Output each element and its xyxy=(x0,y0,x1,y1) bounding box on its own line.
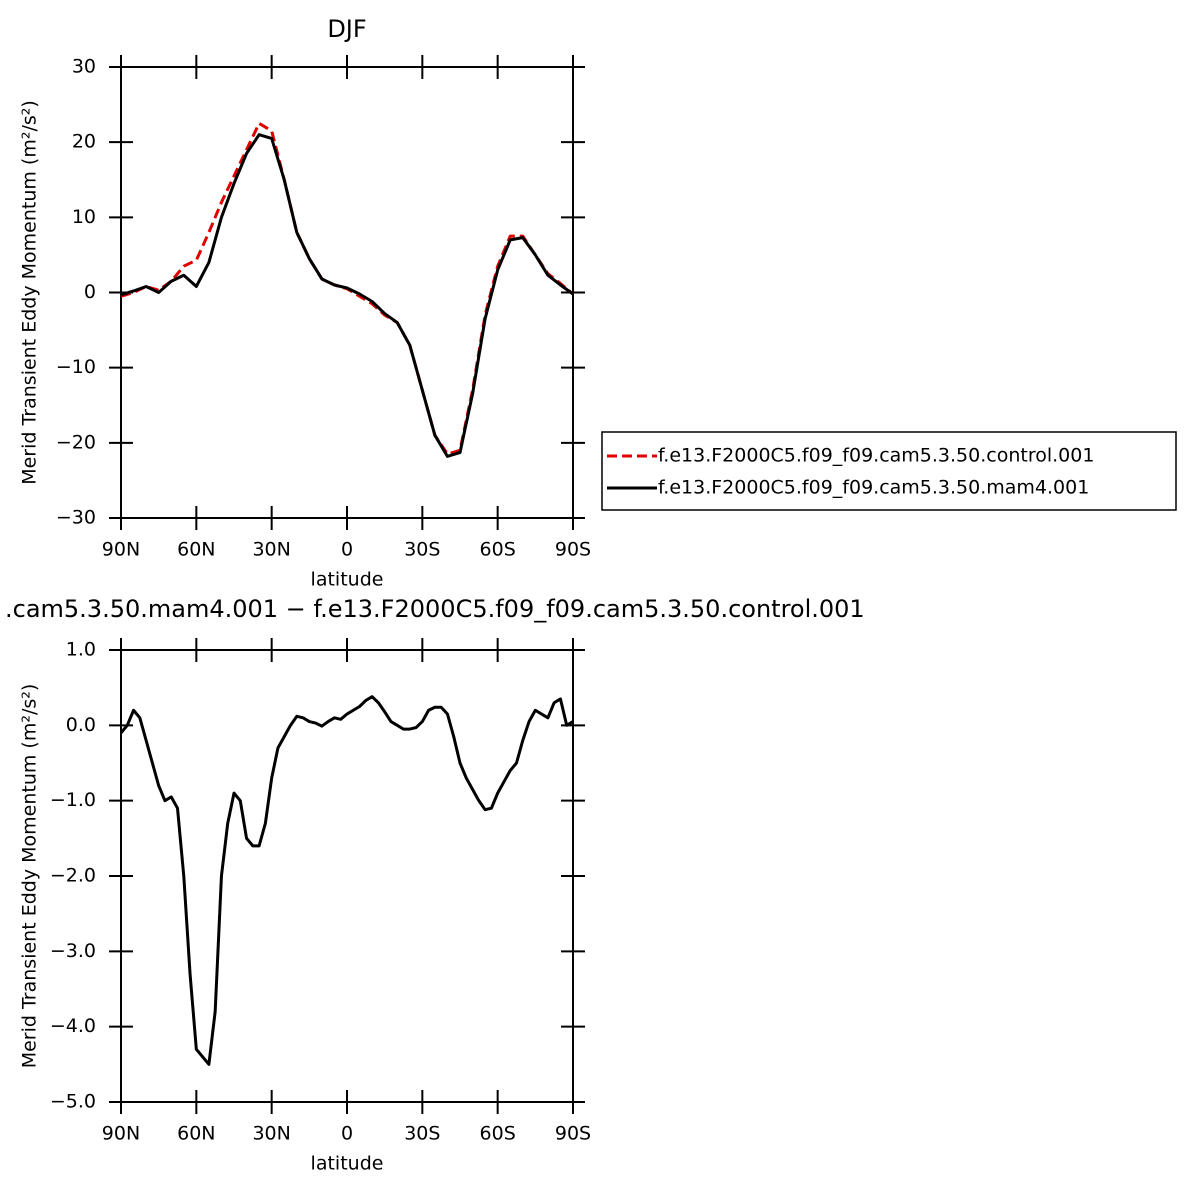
x-tick-label: 90N xyxy=(102,1123,140,1145)
y-tick-label: −10 xyxy=(56,356,96,378)
x-tick-label: 30S xyxy=(404,539,440,561)
y-tick-label: 20 xyxy=(72,131,96,153)
y-tick-label: −3.0 xyxy=(50,940,96,962)
x-tick-label: 90S xyxy=(555,1123,591,1145)
x-tick-label: 60N xyxy=(177,1123,215,1145)
x-tick-label: 0 xyxy=(341,539,353,561)
y-tick-label: −20 xyxy=(56,431,96,453)
x-tick-label: 60S xyxy=(480,539,516,561)
legend-box xyxy=(601,431,1177,511)
x-tick-label: 60S xyxy=(480,1123,516,1145)
x-axis-label: latitude xyxy=(311,1153,384,1175)
y-tick-label: 10 xyxy=(72,206,96,228)
chart-title: .cam5.3.50.mam4.001 − f.e13.F2000C5.f09_… xyxy=(5,595,865,623)
y-tick-label: −1.0 xyxy=(50,789,96,811)
y-tick-label: −5.0 xyxy=(50,1091,96,1113)
y-tick-label: −2.0 xyxy=(50,865,96,887)
y-tick-label: −30 xyxy=(56,507,96,529)
y-axis-label: Merid Transient Eddy Momentum (m²/s²) xyxy=(19,684,41,1069)
y-tick-label: 1.0 xyxy=(66,639,96,661)
x-tick-label: 90N xyxy=(102,539,140,561)
x-tick-label: 30N xyxy=(252,1123,290,1145)
x-tick-label: 0 xyxy=(341,1123,353,1145)
x-tick-label: 30N xyxy=(252,539,290,561)
y-tick-label: −4.0 xyxy=(50,1015,96,1037)
y-tick-label: 0 xyxy=(84,281,96,303)
plot-frame xyxy=(120,66,574,519)
legend-label: f.e13.F2000C5.f09_f09.cam5.3.50.mam4.001 xyxy=(658,477,1089,499)
x-axis-label: latitude xyxy=(311,569,384,591)
data-line xyxy=(120,133,574,458)
y-tick-label: 0.0 xyxy=(66,714,96,736)
x-tick-label: 30S xyxy=(404,1123,440,1145)
x-tick-label: 90S xyxy=(555,539,591,561)
chart-title: DJF xyxy=(327,15,366,43)
y-tick-label: 30 xyxy=(72,56,96,78)
y-axis-label: Merid Transient Eddy Momentum (m²/s²) xyxy=(19,100,41,485)
plot-frame xyxy=(120,649,574,1103)
legend-label: f.e13.F2000C5.f09_f09.cam5.3.50.control.… xyxy=(658,445,1094,467)
data-line xyxy=(119,695,574,1066)
x-tick-label: 60N xyxy=(177,539,215,561)
